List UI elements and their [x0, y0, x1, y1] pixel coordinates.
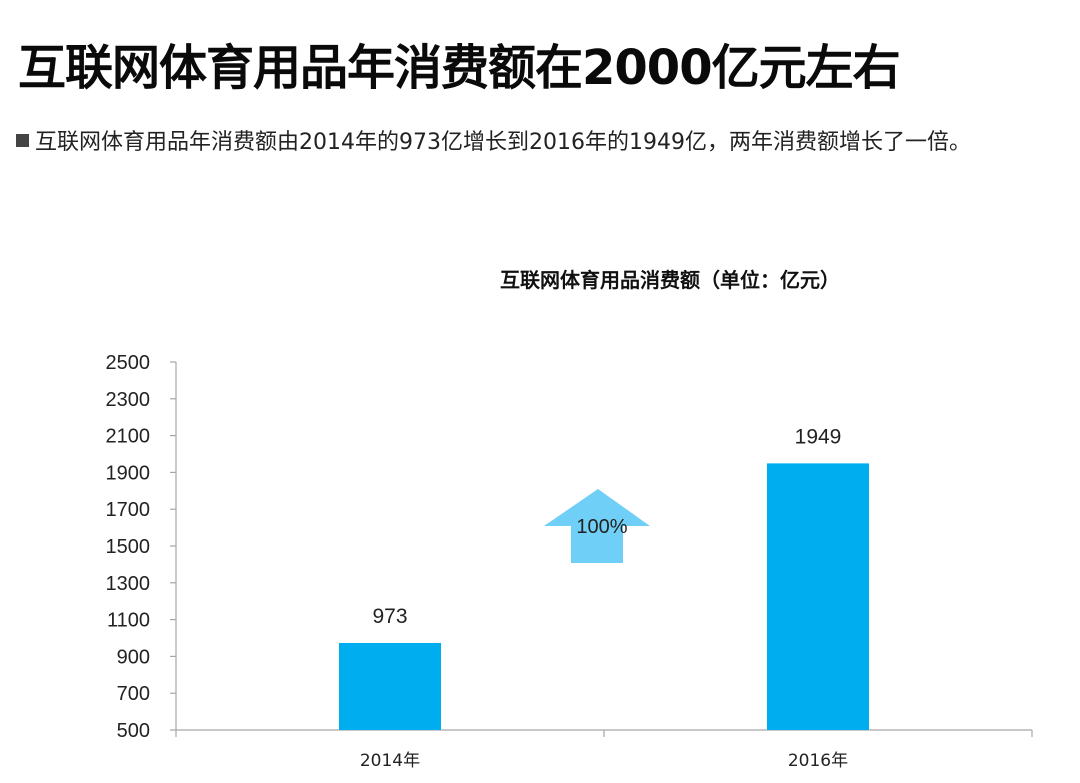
y-tick-label: 2500: [106, 352, 151, 374]
y-tick-label: 500: [117, 720, 150, 742]
y-tick-label: 1100: [107, 610, 150, 632]
up-arrow-icon: [544, 489, 650, 563]
y-tick-label: 2100: [106, 426, 151, 448]
chart-labels: 973 2014年 1949 2016年: [360, 425, 848, 771]
y-tick-label: 2300: [106, 389, 151, 411]
data-label: 973: [372, 605, 407, 628]
bullet-square-icon: [16, 133, 29, 147]
y-tick-label: 1500: [106, 536, 151, 558]
bar-2016: [767, 463, 869, 730]
x-category-label: 2014年: [360, 751, 420, 771]
summary-text: 互联网体育用品年消费额由2014年的973亿增长到2016年的1949亿，两年消…: [16, 124, 971, 156]
chart-title: 互联网体育用品消费额（单位：亿元）: [500, 268, 840, 292]
chart-bars: [339, 463, 869, 730]
y-tick-label: 1300: [106, 573, 151, 595]
bar-2014: [339, 642, 441, 730]
data-label: 1949: [795, 425, 842, 448]
y-tick-label: 1700: [106, 499, 151, 521]
y-tick-label: 700: [117, 683, 150, 705]
growth-annotation: 100%: [544, 489, 650, 563]
growth-label: 100%: [576, 516, 627, 538]
y-tick-label: 1900: [106, 462, 151, 484]
y-tick-label: 900: [117, 646, 150, 668]
page-title: 互联网体育用品年消费额在2000亿元左右: [18, 40, 901, 96]
y-axis-ticks: 500 700 900 1100 1300 1500 1700 1900 2100 2300 250…: [106, 352, 176, 742]
x-category-label: 2016年: [788, 751, 848, 771]
summary-text-content: 互联网体育用品年消费额由2014年的973亿增长到2016年的1949亿，两年消…: [35, 130, 971, 155]
